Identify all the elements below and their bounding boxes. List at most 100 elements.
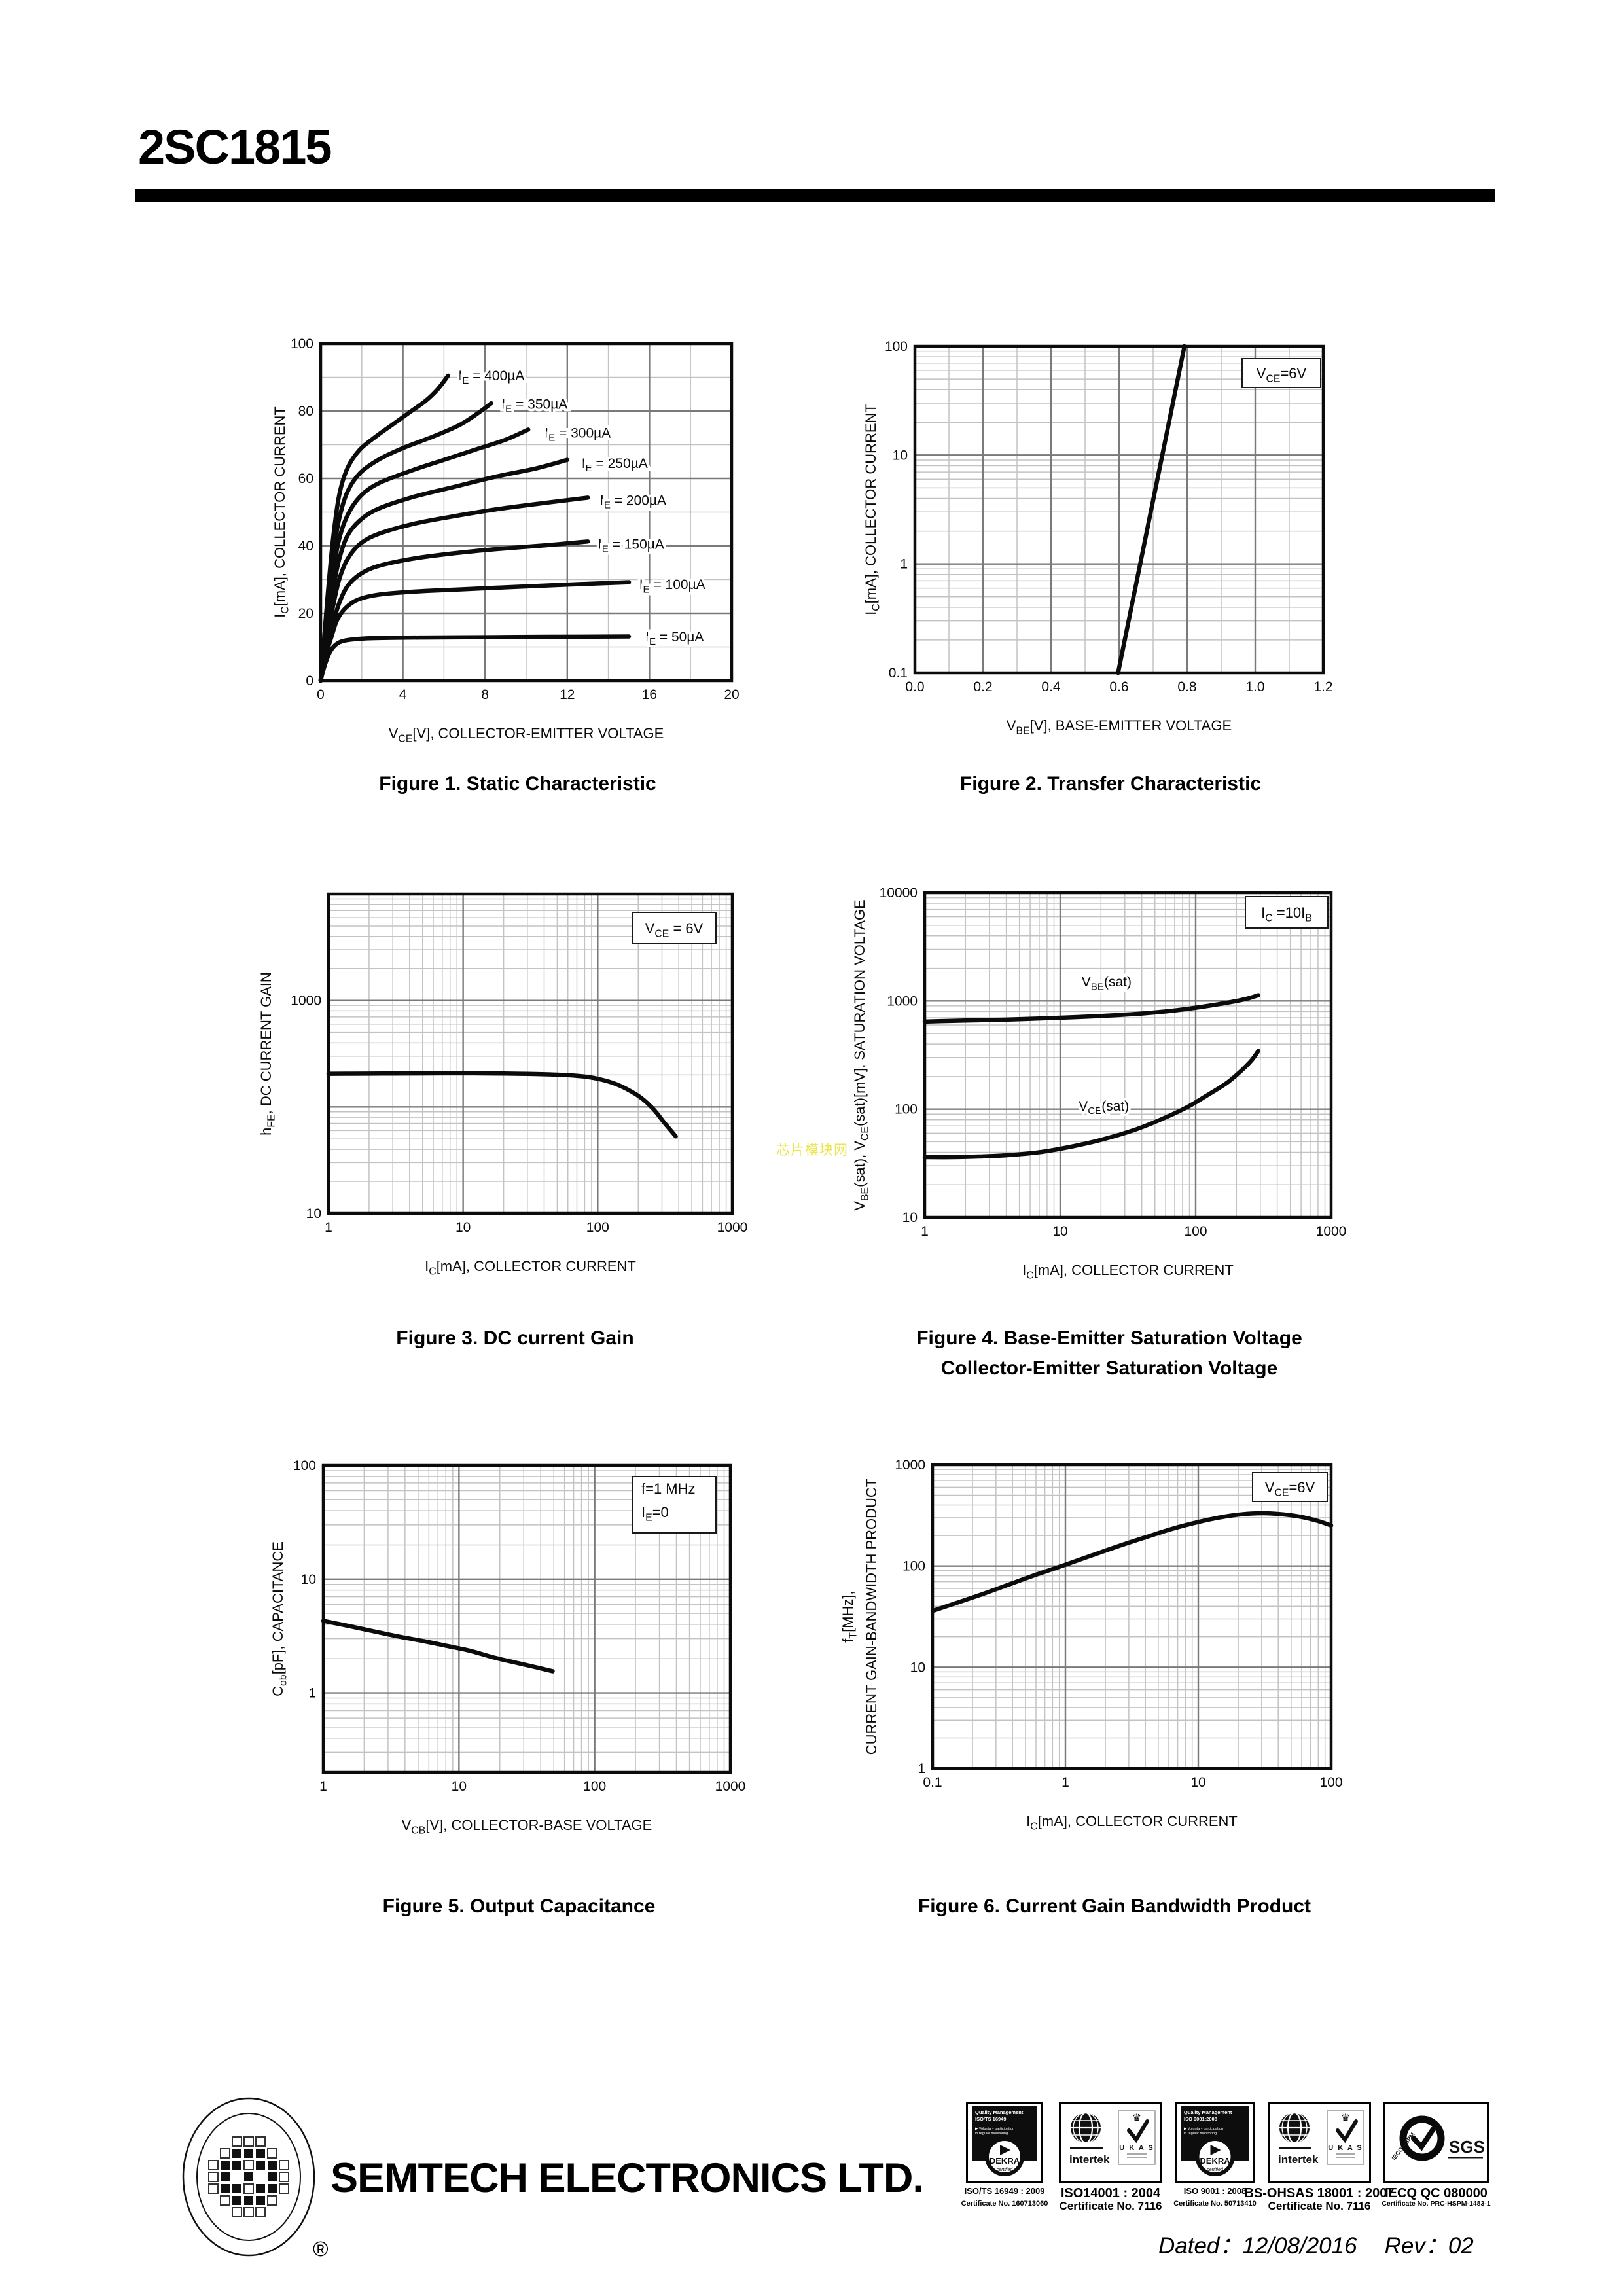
svg-text:1000: 1000: [895, 1458, 925, 1473]
svg-text:1.2: 1.2: [1313, 679, 1332, 694]
logo-cell: [279, 2172, 289, 2182]
svg-text:IE = 250µA: IE = 250µA: [582, 456, 648, 474]
company-name: SEMTECH ELECTRONICS LTD.: [330, 2155, 924, 2201]
svg-text:IC[mA], COLLECTOR CURRENT: IC[mA], COLLECTOR CURRENT: [425, 1258, 636, 1277]
figure-1-caption: Figure 1. Static Characteristic: [379, 773, 656, 795]
figure-5-series-1: [321, 1619, 555, 1674]
logo-cell: [232, 2207, 242, 2217]
svg-text:1000: 1000: [717, 1220, 748, 1235]
figure-1-chart: IE = 400µA IE = 350µA IE = 300µA IE = 250µA…: [272, 336, 740, 744]
svg-text:CURRENT GAIN-BANDWIDTH PRODUCT: CURRENT GAIN-BANDWIDTH PRODUCT: [863, 1479, 880, 1755]
logo-cell: [244, 2149, 253, 2158]
logo-cell: [256, 2196, 265, 2205]
svg-text:1: 1: [1061, 1775, 1069, 1790]
figure-5-caption: Figure 5. Output Capacitance: [382, 1895, 656, 1917]
badge-dekra-3: Quality Management ISO 9001:2008 ▶ Volunta…: [1175, 2102, 1255, 2183]
svg-text:IE = 350µA: IE = 350µA: [501, 397, 567, 415]
logo-cell: [243, 2207, 254, 2217]
figure-2-annotation-box: [1241, 358, 1321, 388]
semtech-logo: [182, 2097, 315, 2257]
svg-text:10: 10: [893, 448, 908, 463]
svg-text:1.0: 1.0: [1245, 679, 1264, 694]
svg-text:10: 10: [1052, 1224, 1067, 1239]
svg-text:40: 40: [298, 539, 313, 554]
svg-text:10: 10: [455, 1220, 471, 1235]
badge-3-caption1: ISO 9001 : 2008: [1183, 2186, 1247, 2196]
badge-4-caption2: Certificate No. 7116: [1268, 2200, 1371, 2212]
dated-value: 12/08/2016: [1242, 2233, 1357, 2259]
svg-text:100: 100: [895, 1102, 918, 1117]
svg-text:SGS: SGS: [1449, 2137, 1485, 2157]
logo-cell: [221, 2184, 230, 2193]
logo-cell: [232, 2184, 241, 2193]
svg-text:1: 1: [325, 1220, 332, 1235]
svg-text:f=1 MHz: f=1 MHz: [641, 1480, 696, 1497]
svg-text:0.1: 0.1: [889, 666, 908, 681]
logo-cell: [208, 2183, 219, 2194]
svg-text:U K A S: U K A S: [1119, 2144, 1154, 2152]
svg-text:VCE[V], COLLECTOR-EMITTER VOLT: VCE[V], COLLECTOR-EMITTER VOLTAGE: [389, 725, 664, 744]
logo-cell: [268, 2161, 277, 2170]
figure-3-annotation-box: [632, 912, 717, 944]
figure-6-series-1: [930, 1511, 1334, 1613]
svg-text:0.8: 0.8: [1177, 679, 1196, 694]
svg-text:10: 10: [301, 1572, 316, 1587]
figure-1-series-5: [318, 495, 590, 683]
figure-1-series-7: [318, 580, 632, 683]
svg-text:0: 0: [317, 687, 325, 702]
badge-4-caption1: BS-OHSAS 18001 : 2007: [1244, 2186, 1395, 2200]
svg-text:100: 100: [583, 1779, 606, 1794]
logo-cell: [243, 2136, 254, 2147]
svg-text:♛: ♛: [1132, 2113, 1141, 2124]
svg-text:Quality Management: Quality Management: [975, 2109, 1024, 2115]
svg-text:0.1: 0.1: [923, 1775, 942, 1790]
svg-text:1000: 1000: [715, 1779, 746, 1794]
logo-cell: [208, 2172, 219, 2182]
logo-cell: [208, 2160, 219, 2170]
svg-text:IE = 50µA: IE = 50µA: [645, 630, 704, 647]
svg-text:1000: 1000: [1316, 1224, 1347, 1239]
logo-cell: [221, 2172, 230, 2181]
svg-text:U K A S: U K A S: [1328, 2144, 1363, 2152]
svg-text:IE = 400µA: IE = 400µA: [458, 368, 524, 386]
svg-text:in regular monitoring: in regular monitoring: [975, 2132, 1008, 2136]
logo-cell: [243, 2183, 254, 2194]
figure-4-series-1: [922, 993, 1260, 1024]
figure-1-series-1: [318, 373, 450, 683]
svg-text:VBE(sat), VCE(sat)[mV], SATURA: VBE(sat), VCE(sat)[mV], SATURATION VOLTA…: [851, 899, 870, 1210]
svg-text:100: 100: [902, 1559, 925, 1574]
logo-cell: [267, 2148, 277, 2159]
svg-text:Cob[pF], CAPACITANCE: Cob[pF], CAPACITANCE: [270, 1541, 289, 1696]
svg-text:intertek: intertek: [1278, 2153, 1319, 2166]
svg-text:hFE, DC CURRENT GAIN: hFE, DC CURRENT GAIN: [258, 972, 277, 1136]
svg-text:100: 100: [1184, 1224, 1207, 1239]
svg-text:IC[mA], COLLECTOR CURRENT: IC[mA], COLLECTOR CURRENT: [1026, 1813, 1238, 1832]
svg-text:10: 10: [910, 1660, 925, 1675]
intertek-icon: intertek ♛ U K A S: [1069, 2110, 1156, 2166]
svg-text:IC[mA], COLLECTOR CURRENT: IC[mA], COLLECTOR CURRENT: [863, 404, 882, 615]
logo-cell: [232, 2161, 241, 2170]
svg-text:IC[mA], COLLECTOR CURRENT: IC[mA], COLLECTOR CURRENT: [1022, 1262, 1234, 1281]
badge-1-caption1: ISO/TS 16949 : 2009: [964, 2186, 1045, 2196]
svg-text:in regular monitoring: in regular monitoring: [1184, 2132, 1217, 2136]
logo-cell: [279, 2160, 289, 2170]
svg-text:DEKRA: DEKRA: [1200, 2156, 1230, 2166]
badge-1-caption2: Certificate No. 160713060: [961, 2200, 1048, 2208]
logo-cell: [256, 2149, 265, 2158]
logo-cell: [221, 2161, 230, 2170]
svg-text:VBE[V], BASE-EMITTER VOLTAGE: VBE[V], BASE-EMITTER VOLTAGE: [1007, 717, 1232, 736]
badge-5-caption2: Certificate No. PRC-HSPM-1483-1: [1382, 2200, 1491, 2208]
logo-cell: [220, 2195, 230, 2206]
svg-text:1: 1: [900, 557, 908, 572]
figure-2-series-1: [1116, 344, 1187, 675]
svg-text:ISO/TS 16949: ISO/TS 16949: [975, 2116, 1007, 2122]
svg-text:1: 1: [308, 1686, 316, 1701]
logo-cell: [268, 2184, 277, 2193]
svg-text:100: 100: [586, 1220, 609, 1235]
svg-text:intertek: intertek: [1069, 2153, 1110, 2166]
logo-cell: [243, 2160, 254, 2170]
part-number-title: 2SC1815: [138, 120, 332, 174]
svg-text:60: 60: [298, 471, 313, 486]
